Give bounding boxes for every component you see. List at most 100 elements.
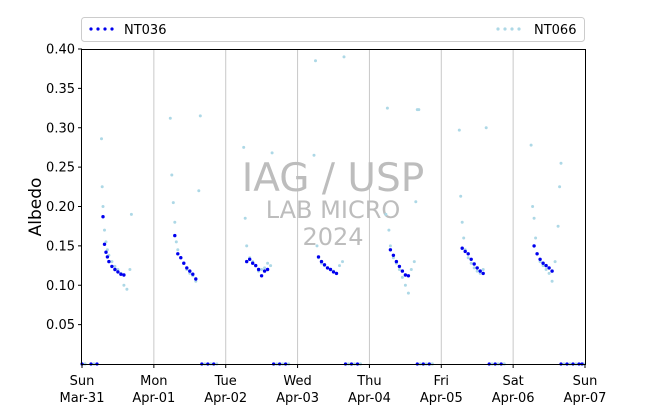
data-point-nt066 xyxy=(388,244,392,248)
data-point-nt036 xyxy=(547,266,551,270)
data-point-nt036 xyxy=(248,257,252,261)
data-point-nt066 xyxy=(387,228,391,232)
data-point-nt036 xyxy=(254,263,258,268)
data-point-nt036 xyxy=(191,272,195,276)
data-point-nt036 xyxy=(316,255,321,259)
data-point-nt066 xyxy=(459,194,463,198)
data-point-nt066 xyxy=(245,244,249,248)
data-point-nt036 xyxy=(460,246,464,250)
data-point-nt066 xyxy=(104,240,108,244)
data-point-nt066 xyxy=(466,256,470,260)
y-tick-label: 0.20 xyxy=(46,200,75,215)
data-point-nt066 xyxy=(409,268,413,271)
data-point-nt066 xyxy=(260,268,264,271)
data-point-nt036 xyxy=(182,261,186,265)
data-point-nt036 xyxy=(391,253,396,257)
data-point-nt066 xyxy=(194,279,198,283)
x-tick-label-date: Apr-07 xyxy=(564,391,607,406)
data-point-nt036 xyxy=(119,272,123,276)
data-point-nt036 xyxy=(466,252,470,256)
data-point-nt036 xyxy=(104,250,108,254)
watermark: IAG / USP LAB MICRO 2024 xyxy=(242,156,424,251)
data-point-nt036 xyxy=(185,266,189,270)
data-point-nt066 xyxy=(532,216,536,220)
vertical-grid xyxy=(153,49,514,364)
data-point-nt066 xyxy=(384,212,388,216)
data-point-nt066 xyxy=(101,205,105,208)
data-point-nt066 xyxy=(270,151,274,155)
data-point-nt066 xyxy=(100,137,103,141)
x-tick-label-day: Sat xyxy=(502,374,523,389)
data-point-nt066 xyxy=(338,264,341,268)
x-tick-label-day: Sun xyxy=(70,374,95,389)
data-point-nt066 xyxy=(314,59,317,63)
data-point-nt066 xyxy=(171,201,175,205)
data-point-nt036 xyxy=(179,256,183,260)
data-point-nt036 xyxy=(394,259,399,264)
data-point-nt066 xyxy=(173,220,177,224)
data-point-nt066 xyxy=(385,106,389,110)
data-point-nt036 xyxy=(463,249,467,254)
data-point-nt036 xyxy=(110,264,114,269)
data-point-nt036 xyxy=(403,273,408,277)
data-point-nt066 xyxy=(550,279,554,283)
legend-label-nt066: NT066 xyxy=(534,23,576,38)
data-point-nt066 xyxy=(170,173,174,177)
data-point-nt066 xyxy=(481,268,485,271)
data-point-nt066 xyxy=(544,268,548,271)
data-point-nt066 xyxy=(397,268,401,271)
data-point-nt066 xyxy=(559,161,563,165)
x-tick-label-date: Apr-03 xyxy=(276,391,319,406)
data-point-nt066 xyxy=(460,220,464,224)
data-point-nt066 xyxy=(541,264,545,268)
data-point-nt066 xyxy=(174,240,178,244)
data-point-nt036 xyxy=(194,277,198,281)
data-point-nt066 xyxy=(116,268,120,271)
data-point-nt036 xyxy=(102,242,107,246)
data-point-nt066 xyxy=(312,153,316,157)
x-axis: Sun Mar-31 Mon Apr-01 Tue Apr-02 Wed Apr-03 Thu A… xyxy=(60,364,607,406)
data-point-nt066 xyxy=(113,264,117,268)
data-point-nt066 xyxy=(128,268,132,271)
data-point-nt066 xyxy=(266,261,270,265)
data-point-nt036 xyxy=(535,252,539,256)
x-tick-label-date: Apr-05 xyxy=(420,391,463,406)
data-point-nt036 xyxy=(532,244,536,248)
data-point-nt066 xyxy=(269,264,273,268)
y-tick-label: 0.30 xyxy=(46,121,75,136)
data-point-nt066 xyxy=(534,236,538,240)
data-point-nt036 xyxy=(550,269,554,273)
data-point-nt066 xyxy=(417,108,421,112)
data-point-nt036 xyxy=(188,269,192,273)
data-point-nt066 xyxy=(475,269,479,273)
x-tick-label-date: Apr-02 xyxy=(204,391,247,406)
data-point-nt036 xyxy=(400,269,405,273)
data-point-nt066 xyxy=(556,224,560,228)
data-point-nt036 xyxy=(173,233,177,238)
data-point-nt036 xyxy=(101,215,105,219)
x-tick-label-date: Apr-04 xyxy=(348,391,391,406)
data-point-nt066 xyxy=(122,283,126,287)
data-point-nt066 xyxy=(263,266,267,270)
data-point-nt066 xyxy=(558,185,562,189)
data-point-nt036 xyxy=(538,257,542,261)
data-point-nt036 xyxy=(256,267,261,272)
watermark-line-3: 2024 xyxy=(302,223,363,251)
data-point-nt066 xyxy=(403,283,407,287)
data-point-nt036 xyxy=(116,270,120,274)
data-point-nt036 xyxy=(541,261,545,265)
data-point-nt066 xyxy=(342,55,346,59)
legend-marker-nt066 xyxy=(496,27,521,31)
legend: NT036 NT066 xyxy=(81,17,585,42)
x-tick-label-date: Mar-31 xyxy=(60,391,105,406)
data-point-nt066 xyxy=(400,275,404,279)
data-point-nt066 xyxy=(129,212,133,216)
data-point-nt036 xyxy=(265,267,270,272)
legend-label-nt036: NT036 xyxy=(124,23,166,38)
x-tick-label-day: Thu xyxy=(356,374,381,389)
data-point-nt066 xyxy=(168,116,172,120)
data-point-nt066 xyxy=(414,200,418,204)
data-point-nt036 xyxy=(122,273,126,277)
data-point-nt036 xyxy=(469,257,473,261)
